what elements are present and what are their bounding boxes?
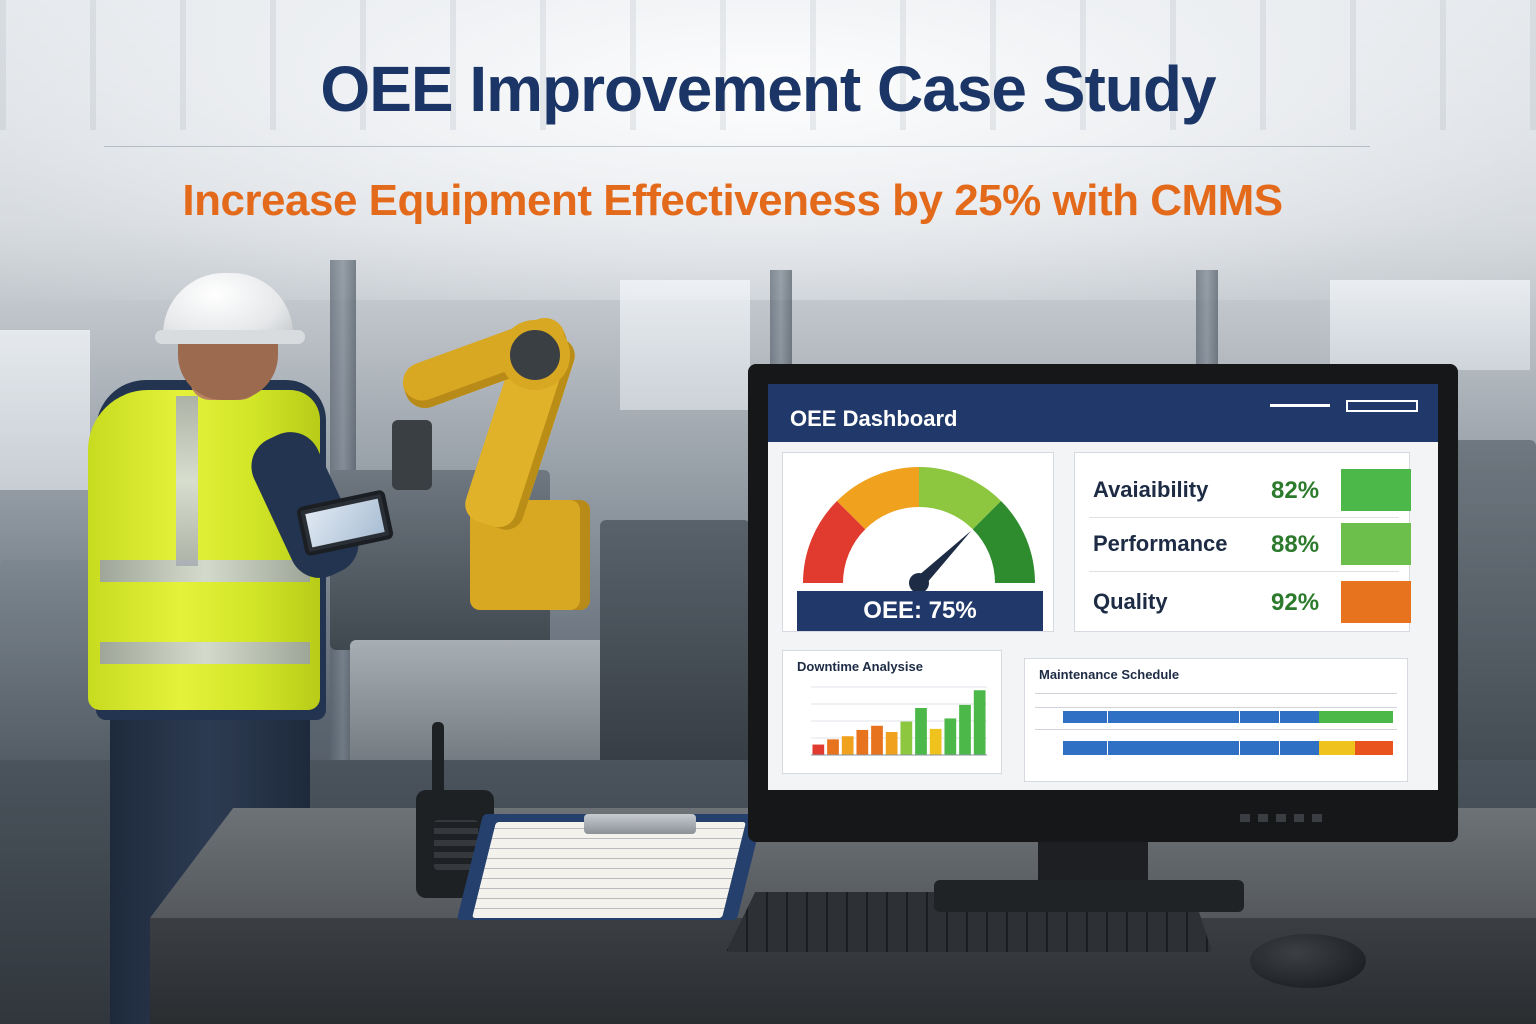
downtime-title: Downtime Analysise [797,659,923,674]
factory-column [1196,270,1218,370]
computer-mouse[interactable] [1250,934,1366,988]
gauge-segment [836,467,919,530]
clipboard-document [472,822,746,918]
clipboard-clip [584,814,696,834]
machine [350,640,640,780]
oee-gauge [803,467,1035,593]
kpi-value: 92% [1271,589,1320,616]
kpi-value: 88% [1271,531,1320,558]
monitor-buttons[interactable] [1240,814,1330,822]
robot-tool-head [392,420,432,490]
background-haze [0,0,1536,300]
kpi-row-performance[interactable]: Performance 88% [1093,523,1411,567]
gauge-segment [919,467,1002,530]
robot-joint [500,320,570,390]
downtime-analysis-panel: Downtime Analysise [782,650,1002,774]
oee-dashboard-screen: OEE Dashboard OEE: 75% Avaiaibility 82% … [768,384,1438,790]
machine [600,520,750,780]
vest-reflective-stripe [100,560,310,582]
downtime-bar[interactable] [900,721,913,755]
kpi-name: Quality [1093,589,1168,614]
kpi-value: 82% [1271,477,1320,504]
kpi-status-block [1341,469,1411,511]
kpi-name: Avaiaibility [1093,477,1209,502]
downtime-bar[interactable] [929,728,942,755]
downtime-bar[interactable] [944,718,957,755]
vest-reflective-stripe [176,396,198,566]
downtime-bar[interactable] [973,690,986,755]
factory-window [620,280,750,410]
oee-gauge-panel: OEE: 75% [782,452,1054,632]
downtime-bar[interactable] [959,704,971,755]
downtime-bar[interactable] [915,707,927,755]
kpi-divider [1089,517,1399,518]
dashboard-title: OEE Dashboard [790,406,958,431]
oee-value-label: OEE: 75% [863,597,977,624]
window-icon[interactable] [1346,400,1418,412]
gauge-segment [803,500,866,583]
maintenance-schedule-panel: Maintenance Schedule [1024,658,1408,782]
header-controls [1270,400,1420,414]
title-divider [104,146,1370,147]
kpi-status-block [1341,581,1411,623]
walkie-talkie-antenna [432,722,444,796]
gantt-row[interactable] [1063,711,1393,723]
kpi-panel: Avaiaibility 82% Performance 88% Quality… [1074,452,1411,632]
kpi-name: Performance [1093,531,1228,556]
dashboard-header: OEE Dashboard [768,384,1438,442]
oee-value-band: OEE: 75% [797,591,1043,631]
page-subtitle: Increase Equipment Effectiveness by 25% … [182,176,1283,225]
downtime-bar[interactable] [856,729,869,755]
factory-window [0,330,90,490]
factory-column [770,270,792,390]
gauge-needle [909,530,972,593]
factory-window [1330,280,1530,370]
gantt-header-row [1035,693,1397,708]
downtime-bar[interactable] [885,732,898,755]
page-title: OEE Improvement Case Study [320,53,1216,125]
downtime-bar[interactable] [841,736,854,755]
downtime-bar[interactable] [871,725,883,755]
hard-hat-brim [155,330,305,344]
gauge-segment [972,500,1035,583]
kpi-row-availability[interactable]: Avaiaibility 82% [1093,469,1411,513]
maintenance-title: Maintenance Schedule [1039,667,1180,682]
kpi-divider [1089,571,1399,572]
ceiling-trusses [0,0,1536,130]
vest-reflective-stripe [100,642,310,664]
downtime-bar[interactable] [812,744,825,755]
maintenance-gantt [1035,693,1397,755]
kpi-row-quality[interactable]: Quality 92% [1093,581,1411,625]
kpi-status-block [1341,523,1411,565]
gantt-row[interactable] [1035,729,1397,755]
menu-icon[interactable] [1270,404,1330,407]
monitor-foot [934,880,1244,912]
downtime-bar[interactable] [827,739,839,755]
downtime-bar-chart [811,686,987,756]
